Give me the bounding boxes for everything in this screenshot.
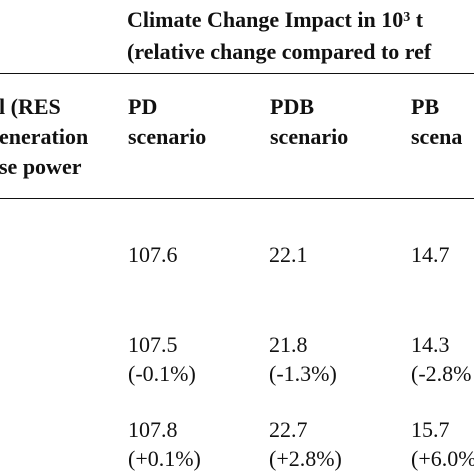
header-divider	[0, 73, 474, 74]
table-cell: 107.5 (-0.1%)	[128, 330, 196, 388]
cell-value: 107.5	[128, 332, 178, 357]
impact-header-unit: t	[410, 7, 424, 32]
column-header-pd-line1: PD	[128, 94, 158, 119]
table-cell: 14.3 (-2.8%	[411, 330, 471, 388]
cell-value: 22.1	[269, 242, 308, 267]
cell-change: (+0.1%)	[128, 446, 201, 471]
table-cell: 22.7 (+2.8%)	[269, 415, 342, 473]
impact-header-text: Climate Change Impact in 10	[127, 7, 404, 32]
table-cell: 14.7	[411, 240, 450, 269]
cell-change: (+6.0%	[411, 446, 474, 471]
column-header-pb-line1: PB	[411, 94, 440, 119]
cell-value: 22.7	[269, 417, 308, 442]
column-header-divider	[0, 198, 474, 199]
cell-change: (-0.1%)	[128, 361, 196, 386]
table-cell: 21.8 (-1.3%)	[269, 330, 337, 388]
cell-value: 15.7	[411, 417, 450, 442]
cell-value: 14.7	[411, 242, 450, 267]
column-header-pd-line2: scenario	[128, 124, 207, 149]
column-header-pdb-line2: scenario	[270, 124, 349, 149]
table-cell: 15.7 (+6.0%	[411, 415, 474, 473]
row-header-line1: l (RES	[0, 94, 61, 119]
column-header-pdb-line1: PDB	[270, 94, 314, 119]
impact-header-line2: (relative change compared to ref	[127, 39, 432, 64]
table-cell: 107.6	[128, 240, 178, 269]
cell-value: 107.8	[128, 417, 178, 442]
row-header-line3: se power	[0, 154, 82, 179]
cell-value: 21.8	[269, 332, 308, 357]
table-cell: 107.8 (+0.1%)	[128, 415, 201, 473]
table-cell: 22.1	[269, 240, 308, 269]
impact-header-exponent: 3	[403, 10, 411, 25]
impact-header-line1: Climate Change Impact in 103 t	[127, 6, 423, 34]
column-header-pb-line2: scena	[411, 124, 463, 149]
cell-change: (-2.8%	[411, 361, 472, 386]
cell-value: 107.6	[128, 242, 178, 267]
cell-value: 14.3	[411, 332, 450, 357]
row-header-line2: eneration	[0, 124, 89, 149]
cell-change: (+2.8%)	[269, 446, 342, 471]
cell-change: (-1.3%)	[269, 361, 337, 386]
